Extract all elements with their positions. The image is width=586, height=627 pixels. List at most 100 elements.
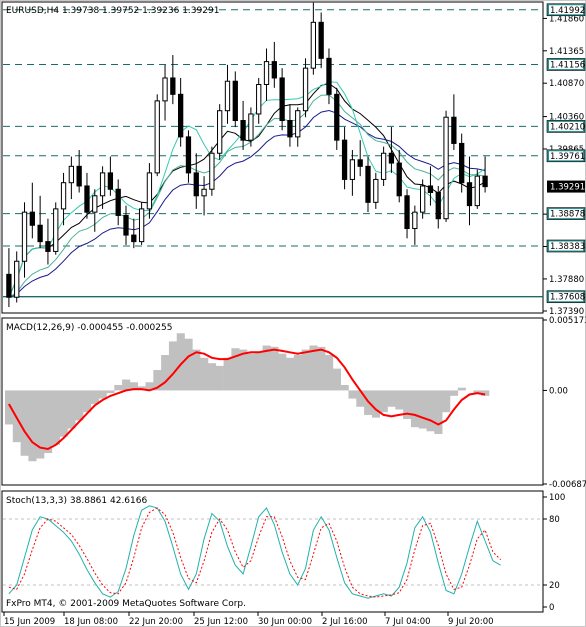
candle-body — [466, 182, 473, 207]
macd-bar — [98, 390, 107, 399]
macd-bar — [168, 341, 178, 391]
level-tag-inner — [549, 5, 583, 15]
candle-body — [209, 152, 215, 190]
level-tag-inner — [549, 151, 583, 161]
stoch-panel-border — [1, 490, 544, 613]
ma-line-blue — [8, 109, 486, 298]
time-tick-label: 30 Jun 00:00 — [258, 617, 312, 627]
candle-body — [185, 136, 192, 174]
macd-bar — [145, 382, 154, 391]
candle-body — [146, 172, 153, 210]
candle-body — [193, 172, 199, 197]
candle-body — [123, 214, 129, 236]
level-tag-inner — [549, 209, 583, 219]
candle-body — [295, 110, 301, 138]
macd-bar — [184, 338, 193, 391]
macd-bar — [67, 390, 76, 429]
candle-body — [99, 172, 106, 197]
candle-body — [53, 208, 59, 252]
candle-body — [302, 67, 309, 112]
candle-body — [131, 234, 137, 243]
candle-body — [427, 185, 434, 194]
level-tag-label: 1.38383 — [550, 242, 585, 252]
time-tick-label: 2 Jul 16:00 — [322, 617, 368, 627]
candle-body — [45, 241, 51, 252]
stochastic-panel[interactable]: Stoch(13,3,3) 38.8861 42.6166 100 80 20 0 F… — [1, 490, 565, 613]
level-tag-inner — [549, 292, 583, 302]
candle-body — [279, 77, 285, 122]
macd-bar — [309, 345, 318, 391]
price-tick-label: 1.40870 — [549, 79, 584, 89]
macd-bar — [286, 357, 295, 391]
macd-bar — [348, 390, 357, 399]
candle-body — [404, 195, 410, 230]
macd-bar — [293, 355, 302, 391]
current-price-label: 1.39291 — [550, 183, 585, 193]
level-tag-label: 1.38878 — [550, 210, 585, 220]
stoch-tick-label: 0 — [549, 603, 554, 613]
chart-title: EURUSD,H4 1.39738 1.39752 1.39236 1.3929… — [6, 6, 219, 16]
level-tag-inner — [549, 121, 583, 131]
macd-tick-label: 0.005173 — [549, 316, 586, 326]
stoch-main-line — [8, 505, 501, 599]
candle-body — [419, 185, 426, 213]
candle-body — [224, 80, 231, 112]
macd-tick-label: 0.00 — [549, 386, 568, 396]
macd-bar — [59, 390, 68, 437]
candle-body — [474, 175, 480, 207]
macd-bar — [51, 390, 60, 445]
candle-body — [84, 185, 90, 213]
macd-bar — [395, 390, 404, 410]
macd-bar — [106, 390, 115, 394]
candles — [6, 2, 488, 308]
candle-body — [459, 142, 465, 184]
candle-body — [6, 273, 12, 298]
macd-bar — [223, 357, 232, 391]
macd-bar — [153, 370, 162, 391]
candle-body — [396, 162, 402, 197]
macd-bar — [379, 390, 388, 413]
stoch-title: Stoch(13,3,3) 38.8861 42.6166 — [6, 496, 147, 506]
time-tick-label: 15 Jun 2009 — [4, 617, 55, 627]
macd-bar — [473, 390, 482, 394]
candle-body — [349, 159, 356, 180]
macd-bar — [161, 355, 170, 391]
macd-bar — [301, 349, 310, 391]
macd-bar — [410, 390, 420, 428]
candle-body — [60, 182, 67, 210]
macd-bar — [28, 390, 37, 462]
macd-panel[interactable]: MACD(12,26,9) -0.000455 -0.000255 0.0051… — [1, 316, 586, 490]
time-tick-label: 22 Jun 20:00 — [129, 617, 183, 627]
macd-bar — [387, 390, 396, 407]
price-panel[interactable]: EURUSD,H4 1.39738 1.39752 1.39236 1.3929… — [1, 1, 586, 317]
candle-body — [37, 224, 43, 243]
candle-body — [162, 77, 168, 102]
stochastic-lines — [3, 505, 543, 599]
macd-bar — [332, 368, 341, 391]
macd-bar — [449, 390, 459, 396]
candle-body — [138, 208, 145, 243]
candle-body — [21, 211, 28, 262]
candle-body — [232, 80, 238, 122]
candle-body — [326, 57, 332, 95]
macd-bar — [207, 363, 217, 391]
candle-body — [310, 21, 317, 69]
price-tick-label: 1.41860 — [549, 14, 584, 24]
macd-bar — [36, 390, 45, 459]
price-tick-label: 1.37390 — [549, 307, 584, 317]
macd-signal-line — [8, 348, 486, 451]
candle-body — [341, 139, 348, 180]
candle-body — [451, 116, 457, 144]
price-tick-label: 1.41365 — [549, 47, 584, 57]
time-tick-label: 7 Jul 04:00 — [385, 617, 431, 627]
candle-body — [201, 188, 207, 197]
level-tag-label: 1.37608 — [550, 293, 585, 303]
level-tag-inner — [549, 241, 583, 251]
macd-bar — [129, 382, 139, 391]
candle-body — [256, 84, 262, 115]
time-tick-label: 18 Jun 08:00 — [64, 617, 118, 627]
candle-body — [115, 188, 121, 216]
price-axis: 1.418601.413651.408701.403601.398651.388… — [543, 3, 586, 317]
macd-bar — [192, 349, 201, 391]
